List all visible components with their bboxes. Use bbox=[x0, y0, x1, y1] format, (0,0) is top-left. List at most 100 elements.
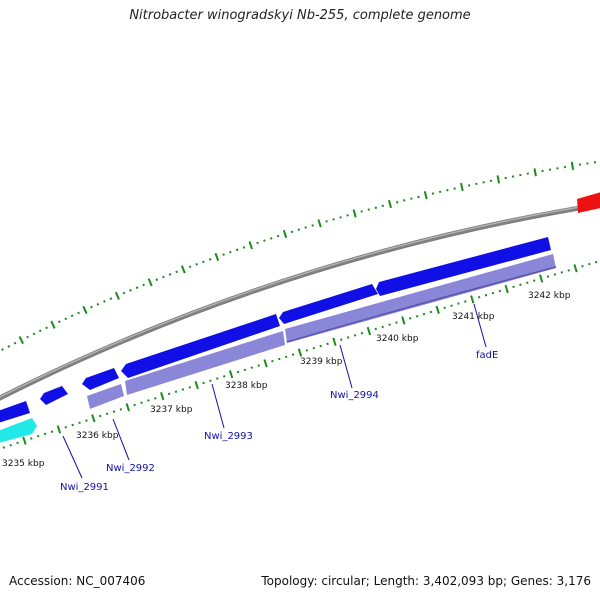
gc-tick-minor bbox=[181, 388, 185, 391]
gc-tick-major bbox=[228, 370, 234, 379]
gc-tick-minor bbox=[250, 366, 254, 369]
gene-reverse-arrow[interactable] bbox=[0, 418, 37, 444]
gc-tick-minor bbox=[560, 271, 564, 274]
gc-tick-minor bbox=[581, 264, 584, 268]
gc-tick-minor bbox=[209, 379, 212, 383]
gene-labels: Nwi_2991 Nwi_2992 Nwi_2993 Nwi_2994 fadE bbox=[60, 350, 498, 493]
gc-tick-major bbox=[570, 161, 575, 170]
gc-tick-minor bbox=[395, 321, 398, 324]
gc-tick-major bbox=[352, 209, 357, 218]
gc-tick-major bbox=[460, 182, 464, 192]
gene-label-fade[interactable]: fadE bbox=[476, 350, 498, 361]
gc-tick-minor bbox=[388, 323, 391, 326]
gc-tick-minor bbox=[129, 289, 132, 292]
gc-tick-minor bbox=[403, 199, 406, 202]
gene-label-nwi-2992[interactable]: Nwi_2992 bbox=[106, 463, 155, 474]
gene-forward-arrow[interactable] bbox=[40, 386, 68, 405]
gc-tick-minor bbox=[457, 302, 460, 305]
gc-tick-minor bbox=[417, 195, 420, 199]
gc-tick-minor bbox=[2, 446, 6, 449]
scale-label: 3237 kbp bbox=[150, 405, 193, 415]
gc-tick-minor bbox=[140, 401, 143, 405]
gene-label-nwi-2991[interactable]: Nwi_2991 bbox=[60, 482, 109, 493]
gc-tick-minor bbox=[443, 306, 446, 310]
gc-tick-minor bbox=[26, 335, 29, 339]
gc-tick-minor bbox=[208, 258, 212, 261]
gc-tick-minor bbox=[450, 304, 453, 307]
gc-tick-minor bbox=[202, 381, 205, 385]
gc-tick-major bbox=[50, 320, 56, 329]
scale-label: 3235 kbp bbox=[2, 459, 45, 469]
gc-tick-minor bbox=[57, 320, 61, 324]
gc-tick-minor bbox=[90, 305, 93, 309]
gc-tick-major bbox=[401, 316, 406, 325]
gc-tick-minor bbox=[438, 190, 442, 194]
gc-tick-minor bbox=[374, 206, 378, 209]
gene-reverse-arrow[interactable] bbox=[125, 331, 285, 395]
gc-tick-minor bbox=[155, 278, 159, 281]
gc-tick-minor bbox=[269, 237, 273, 240]
accession-text: Accession: NC_007406 bbox=[9, 574, 146, 588]
gc-tick-minor bbox=[326, 342, 329, 346]
gc-tick-major bbox=[332, 337, 337, 346]
scale-label: 3241 kbp bbox=[452, 312, 495, 322]
gene-reverse-arrow[interactable] bbox=[285, 254, 556, 343]
gene-label-leaders bbox=[62, 303, 487, 479]
gc-tick-minor bbox=[271, 359, 274, 363]
gc-tick-minor bbox=[64, 317, 68, 321]
gc-tick-minor bbox=[13, 341, 17, 345]
gc-tick-minor bbox=[512, 285, 515, 289]
gc-tick-minor bbox=[154, 397, 157, 400]
gc-tick-minor bbox=[242, 246, 246, 249]
gc-tick-minor bbox=[360, 210, 363, 213]
gene-forward-arrow[interactable] bbox=[577, 191, 600, 213]
gene-forward-arrow[interactable] bbox=[121, 314, 280, 378]
gc-tick-minor bbox=[202, 260, 205, 264]
gc-tick-minor bbox=[30, 437, 33, 440]
gc-tick-minor bbox=[291, 353, 295, 356]
gc-tick-minor bbox=[36, 434, 40, 438]
gc-tick-minor bbox=[256, 241, 259, 245]
gc-tick-major bbox=[56, 425, 62, 434]
scale-label: 3242 kbp bbox=[528, 291, 571, 301]
gc-tick-minor bbox=[367, 208, 370, 211]
gc-tick-minor bbox=[446, 188, 449, 192]
gc-tick-minor bbox=[284, 355, 288, 359]
genome-backbone bbox=[0, 202, 600, 401]
gc-tick-minor bbox=[174, 390, 178, 393]
gc-tick-major bbox=[435, 305, 440, 314]
gc-tick-minor bbox=[71, 423, 74, 427]
gc-tick-minor bbox=[422, 312, 426, 316]
gc-tick-major bbox=[125, 403, 130, 412]
gc-skew-inner-track bbox=[2, 260, 598, 449]
gc-tick-major bbox=[297, 348, 303, 357]
gc-tick-minor bbox=[263, 239, 266, 242]
gc-tick-minor bbox=[532, 279, 536, 282]
gene-forward-arrow[interactable] bbox=[279, 284, 378, 324]
gc-tick-minor bbox=[381, 325, 384, 329]
gc-tick-major bbox=[114, 291, 120, 300]
gc-tick-minor bbox=[38, 329, 42, 333]
gc-tick-minor bbox=[98, 414, 102, 418]
gene-forward-arrow[interactable] bbox=[376, 237, 551, 296]
gc-tick-minor bbox=[236, 370, 240, 374]
gene-forward-arrow[interactable] bbox=[0, 401, 30, 424]
gc-tick-minor bbox=[415, 314, 419, 318]
gene-reverse-arrow[interactable] bbox=[87, 384, 124, 409]
gc-tick-minor bbox=[408, 317, 412, 320]
gc-tick-minor bbox=[229, 250, 232, 254]
gc-tick-major bbox=[470, 295, 475, 304]
gc-tick-minor bbox=[119, 408, 123, 411]
gc-tick-major bbox=[18, 336, 24, 345]
gc-tick-minor bbox=[142, 283, 145, 287]
gc-tick-minor bbox=[498, 289, 502, 293]
gc-tick-minor bbox=[340, 338, 343, 341]
gc-tick-minor bbox=[346, 336, 350, 339]
gene-label-nwi-2994[interactable]: Nwi_2994 bbox=[330, 390, 379, 401]
gc-tick-minor bbox=[167, 392, 171, 396]
gc-tick-minor bbox=[235, 248, 239, 252]
gc-tick-major bbox=[248, 241, 253, 250]
gene-forward-arrow[interactable] bbox=[82, 368, 119, 390]
gene-label-nwi-2993[interactable]: Nwi_2993 bbox=[204, 431, 253, 442]
gc-tick-minor bbox=[567, 269, 570, 272]
